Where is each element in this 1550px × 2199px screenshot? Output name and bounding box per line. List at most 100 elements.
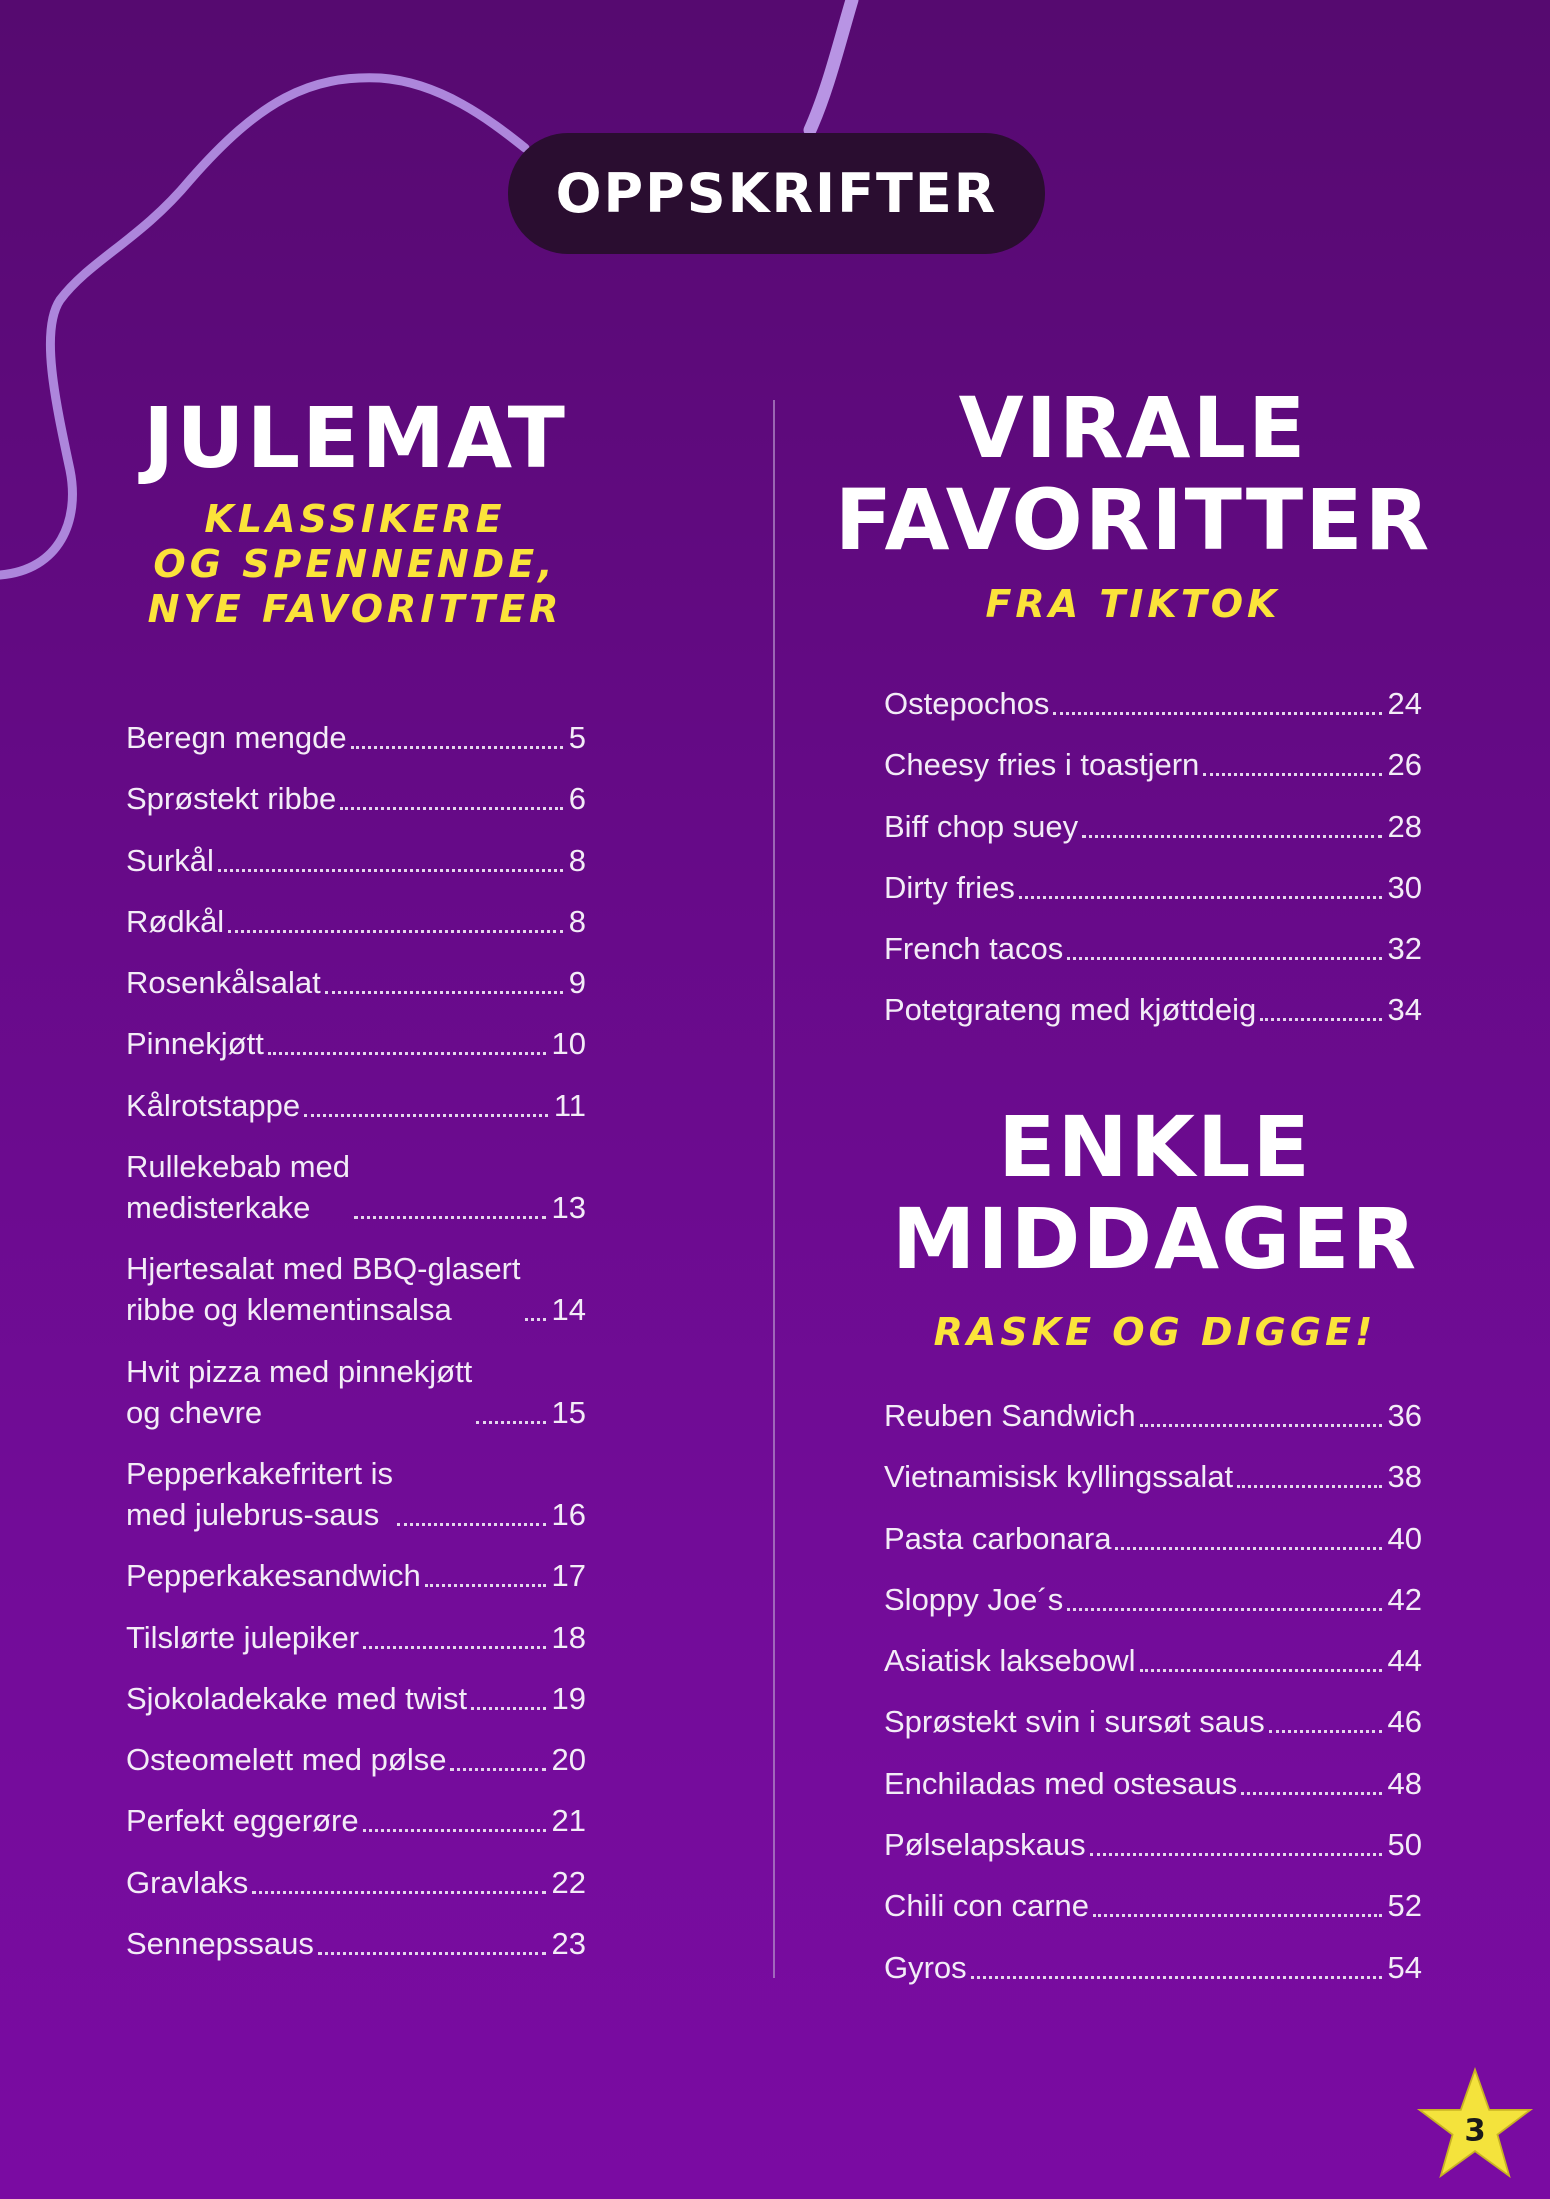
recipe-name: Potetgrateng med kjøttdeig [884, 992, 1257, 1028]
toc-entry[interactable]: Potetgrateng med kjøttdeig 34 [884, 989, 1422, 1030]
leader-dots [228, 929, 563, 933]
toc-entry[interactable]: Sprøstekt svin i sursøt saus 46 [884, 1701, 1422, 1742]
leader-dots [450, 1768, 546, 1772]
leader-dots [362, 1829, 546, 1833]
leader-dots [317, 1952, 546, 1956]
page-ref: 6 [568, 781, 586, 817]
recipe-name: Sprøstekt ribbe [126, 781, 337, 817]
toc-entry[interactable]: Gravlaks 22 [126, 1862, 586, 1903]
toc-entry[interactable]: Kålrotstappe 11 [126, 1085, 586, 1126]
toc-entry[interactable]: Pepperkakefritert is med julebrus-saus 16 [126, 1453, 586, 1535]
recipe-name: French tacos [884, 931, 1064, 967]
page-ref: 19 [551, 1680, 586, 1716]
toc-entry[interactable]: Perfekt eggerøre 21 [126, 1800, 586, 1841]
toc-entry[interactable]: Hvit pizza med pinnekjøtt og chevre 15 [126, 1351, 586, 1433]
toc-entry[interactable]: Reuben Sandwich 36 [884, 1395, 1422, 1436]
page-ref: 48 [1387, 1765, 1422, 1801]
recipe-name: Pølselapskaus [884, 1827, 1086, 1863]
leader-dots [324, 991, 563, 995]
toc-entry[interactable]: Chili con carne 52 [884, 1885, 1422, 1926]
page-ref: 9 [568, 965, 586, 1001]
toc-entry[interactable]: Enchiladas med ostesaus 48 [884, 1763, 1422, 1804]
recipe-name: Sloppy Joe´s [884, 1581, 1064, 1617]
recipe-name: Tilslørte julepiker [126, 1619, 360, 1655]
leader-dots [1139, 1424, 1382, 1427]
page-ref: 54 [1387, 1949, 1422, 1985]
julemat-heading: JULEMAT [143, 389, 567, 487]
recipe-name: Kålrotstappe [126, 1087, 301, 1123]
toc-entry[interactable]: Biff chop suey 28 [884, 806, 1422, 847]
toc-entry[interactable]: Beregn mengde 5 [126, 717, 586, 758]
page-ref: 24 [1387, 686, 1422, 721]
leader-dots [340, 807, 563, 811]
recipe-name: Biff chop suey [884, 808, 1079, 844]
toc-entry[interactable]: Cheesy fries i toastjern 26 [884, 744, 1422, 785]
recipe-name: Rullekebab med medisterkake [126, 1149, 351, 1226]
leader-dots [1093, 1914, 1382, 1918]
page-ref: 14 [551, 1292, 586, 1328]
julemat-subtitle: KLASSIKERE OG SPENNENDE, NYE FAVORITTER [105, 497, 605, 632]
recipe-name: Ostepochos [884, 686, 1050, 721]
leader-dots [1260, 1018, 1382, 1022]
page-ref: 46 [1387, 1704, 1422, 1740]
leader-dots [471, 1706, 546, 1710]
page-ref: 40 [1387, 1520, 1422, 1556]
recipe-name: Beregn mengde [126, 720, 347, 755]
toc-entry[interactable]: Surkål 8 [126, 840, 586, 881]
recipe-name: Chili con carne [884, 1888, 1090, 1924]
subtitle-line: NYE FAVORITTER [147, 587, 563, 631]
toc-entry[interactable]: Sjokoladekake med twist 19 [126, 1678, 586, 1719]
leader-dots [1139, 1669, 1382, 1673]
toc-entry[interactable]: Pepperkakesandwich 17 [126, 1555, 586, 1596]
toc-entry[interactable]: Rosenkålsalat 9 [126, 962, 586, 1003]
toc-entry[interactable]: Rullekebab med medisterkake 13 [126, 1146, 586, 1228]
virale-heading: VIRALE FAVORITTER [833, 382, 1433, 566]
recipe-name: Enchiladas med ostesaus [884, 1765, 1238, 1801]
toc-entry[interactable]: Hjertesalat med BBQ-glasert ribbe og kle… [126, 1248, 586, 1330]
leader-dots [524, 1318, 546, 1322]
leader-dots [354, 1216, 546, 1220]
enkle-subtitle: RASKE OG DIGGE! [933, 1310, 1377, 1354]
toc-entry[interactable]: Osteomelett med pølse 20 [126, 1739, 586, 1780]
toc-entry[interactable]: Rødkål 8 [126, 901, 586, 942]
toc-entry[interactable]: Sennepssaus 23 [126, 1923, 586, 1964]
recipe-name: Pasta carbonara [884, 1520, 1112, 1556]
toc-entry[interactable]: Vietnamisisk kyllingssalat 38 [884, 1456, 1422, 1497]
star-icon [1416, 2067, 1534, 2179]
recipe-name: Hvit pizza med pinnekjøtt og chevre [126, 1353, 473, 1430]
page-ref: 8 [568, 903, 586, 939]
recipe-name: Rosenkålsalat [126, 965, 321, 1001]
toc-entry[interactable]: Dirty fries 30 [884, 867, 1422, 908]
toc-entry[interactable]: Asiatisk laksebowl 44 [884, 1640, 1422, 1681]
leader-dots [1018, 895, 1382, 899]
toc-entry[interactable]: Ostepochos 24 [884, 683, 1422, 724]
leader-dots [1115, 1546, 1382, 1550]
toc-entry[interactable]: Gyros 54 [884, 1947, 1422, 1988]
page-ref: 32 [1387, 931, 1422, 967]
recipe-name: Sprøstekt svin i sursøt saus [884, 1704, 1265, 1740]
heading-line: ENKLE [998, 1098, 1312, 1196]
enkle-recipe-list: Reuben Sandwich 36 Vietnamisisk kyllingssa… [884, 1395, 1422, 2008]
toc-entry[interactable]: Tilslørte julepiker 18 [126, 1617, 586, 1658]
toc-entry[interactable]: French tacos 32 [884, 928, 1422, 969]
toc-entry[interactable]: Pasta carbonara 40 [884, 1518, 1422, 1559]
toc-entry[interactable]: Sloppy Joe´s 42 [884, 1579, 1422, 1620]
toc-entry[interactable]: Pølselapskaus 50 [884, 1824, 1422, 1865]
toc-entry[interactable]: Pinnekjøtt 10 [126, 1023, 586, 1064]
page-ref: 18 [551, 1619, 586, 1655]
page-ref: 20 [551, 1742, 586, 1778]
leader-dots [1082, 834, 1382, 838]
section-title-pill: OPPSKRIFTER [508, 133, 1045, 254]
leader-dots [1237, 1485, 1382, 1489]
toc-entry[interactable]: Sprøstekt ribbe 6 [126, 778, 586, 819]
column-divider [773, 400, 775, 1978]
recipe-name: Osteomelett med pølse [126, 1742, 447, 1778]
page-ref: 23 [551, 1926, 586, 1962]
leader-dots [476, 1420, 546, 1424]
virale-recipe-list: Ostepochos 24 Cheesy fries i toastjern 26 Bi… [884, 683, 1422, 1051]
leader-dots [1203, 773, 1382, 777]
leader-dots [1067, 1607, 1382, 1611]
recipe-name: Vietnamisisk kyllingssalat [884, 1459, 1234, 1495]
page-number-star: 3 [1416, 2067, 1534, 2179]
recipe-name: Pepperkakesandwich [126, 1558, 421, 1594]
